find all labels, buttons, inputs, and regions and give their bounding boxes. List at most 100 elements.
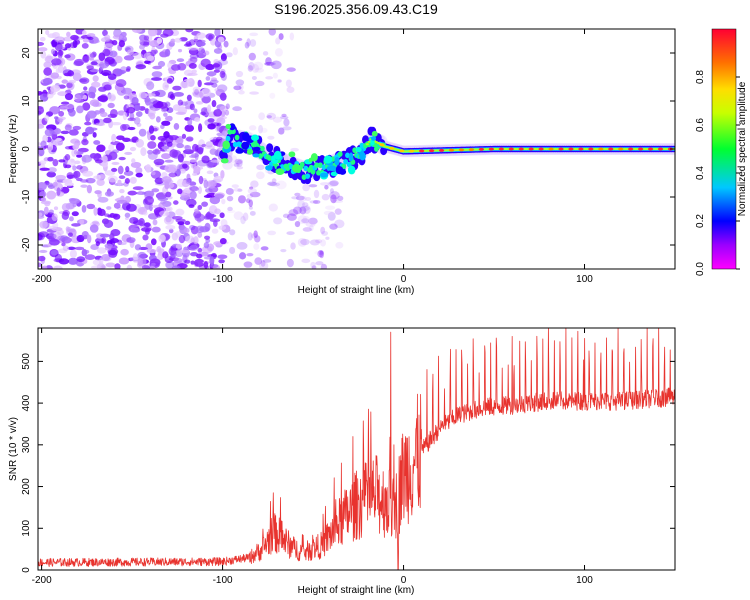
spectrogram-noise-blob [279, 115, 289, 120]
spectrogram-noise-blob [162, 81, 169, 91]
spectrogram-noise-blob [155, 116, 161, 123]
chart-title: S196.2025.356.09.43.C19 [274, 1, 438, 17]
spectrogram-noise-blob [70, 34, 79, 41]
spectrogram-y-tick-label: 0 [21, 146, 32, 152]
spectrogram-noise-blob [39, 221, 48, 229]
spectrogram-noise-blob [85, 177, 96, 184]
spectrogram-noise-blob [237, 188, 243, 192]
spectrogram-signal-clump [250, 134, 260, 142]
spectrogram-noise-blob [249, 32, 259, 37]
spectrogram-noise-blob [38, 249, 48, 253]
spectrogram-noise-blob [324, 184, 329, 190]
spectrogram-noise-blob [106, 206, 112, 210]
spectrogram-signal-clump [273, 150, 282, 160]
spectrogram-signal-inner [365, 143, 369, 146]
spectrogram-noise-blob [323, 210, 335, 216]
spectrogram-noise-blob [219, 116, 228, 120]
spectrogram-noise-blob [265, 76, 274, 80]
spectrogram-noise-blob [52, 158, 59, 167]
spectrogram-noise-blob [185, 41, 192, 47]
spectrogram-noise-blob [67, 246, 76, 250]
spectrogram-noise-blob [230, 155, 238, 164]
spectrogram-noise-blob [110, 238, 119, 244]
spectrogram-noise-blob [310, 261, 316, 269]
spectrogram-noise-blob [259, 261, 269, 269]
spectrogram-noise-blob [282, 126, 292, 131]
spectrogram-noise-blob [44, 128, 55, 137]
spectrogram-noise-blob [225, 103, 230, 110]
spectrogram-noise-blob [297, 237, 307, 247]
spectrogram-noise-blob [115, 79, 127, 88]
spectrogram-noise-blob [143, 35, 150, 41]
spectrogram-noise-blob [173, 123, 180, 130]
colorbar-tick-label: 0.2 [695, 214, 706, 228]
spectrogram-noise-blob [176, 58, 185, 63]
spectrogram-noise-blob [192, 143, 199, 152]
spectrogram-noise-blob [88, 127, 98, 131]
spectrogram-noise-blob [115, 69, 126, 75]
spectrogram-noise-blob [246, 193, 254, 199]
spectrogram-noise-blob [159, 210, 170, 217]
spectrogram-noise-blob [126, 49, 134, 56]
spectrogram-noise-blob [204, 235, 211, 240]
spectrogram-noise-blob [209, 148, 217, 155]
spectrogram-noise-blob [281, 113, 287, 118]
snr-x-tick-label: 100 [576, 575, 593, 586]
spectrogram-noise-blob [126, 106, 136, 114]
spectrogram-noise-blob [175, 208, 185, 216]
spectrogram-noise-blob [272, 116, 283, 123]
spectrogram-signal-peak [498, 147, 504, 151]
spectrogram-noise-blob [217, 36, 225, 43]
spectrogram-noise-blob [99, 94, 108, 103]
spectrogram-noise-blob [81, 205, 87, 213]
spectrogram-signal-clump [288, 151, 296, 158]
spectrogram-noise-blob [195, 101, 204, 105]
spectrogram-noise-blob [249, 210, 256, 216]
spectrogram-noise-blob [270, 60, 282, 70]
spectrogram-noise-blob [187, 117, 193, 127]
spectrogram-noise-blob [44, 201, 51, 207]
spectrogram-noise-blob [65, 164, 72, 169]
spectrogram-noise-blob [219, 70, 226, 79]
spectrogram-noise-blob [133, 104, 141, 111]
spectrogram-noise-blob [47, 147, 53, 151]
spectrogram-signal-peak [558, 147, 564, 151]
spectrogram-noise-blob [69, 249, 77, 259]
spectrogram-noise-blob [152, 219, 158, 226]
spectrogram-noise-blob [242, 212, 249, 222]
spectrogram-noise-blob [54, 253, 63, 263]
spectrogram-noise-blob [178, 234, 186, 244]
spectrogram-signal-clump [348, 152, 354, 162]
spectrogram-noise-blob [76, 165, 83, 170]
spectrogram-noise-blob [88, 57, 95, 61]
spectrogram-noise-blob [248, 199, 253, 208]
spectrogram-noise-blob [314, 251, 321, 255]
spectrogram-noise-blob [288, 209, 299, 217]
spectrogram-noise-blob [302, 202, 309, 208]
spectrogram-noise-blob [299, 206, 310, 211]
spectrogram-noise-blob [239, 83, 244, 91]
snr-y-tick-label: 0 [21, 567, 32, 573]
spectrogram-noise-blob [204, 213, 214, 220]
spectrogram-noise-blob [184, 259, 191, 264]
spectrogram-noise-blob [320, 239, 327, 247]
spectrogram-noise-blob [82, 38, 89, 43]
spectrogram-noise-blob [183, 78, 193, 83]
spectrogram-noise-blob [213, 69, 221, 73]
spectrogram-noise-blob [239, 252, 247, 260]
spectrogram-noise-blob [86, 184, 93, 194]
spectrogram-signal-clump [371, 130, 378, 137]
spectrogram-noise-blob [126, 237, 136, 244]
spectrogram-noise-blob [286, 231, 295, 236]
snr-series-line [38, 328, 675, 570]
spectrogram-noise-blob [317, 250, 324, 258]
spectrogram-signal-clump [242, 132, 250, 142]
spectrogram-noise-blob [48, 209, 54, 215]
spectrogram-noise-blob [138, 44, 145, 50]
spectrogram-noise-blob [175, 243, 182, 249]
spectrogram-noise-blob [108, 249, 118, 258]
spectrogram-noise-blob [244, 41, 250, 49]
spectrogram-noise-blob [76, 154, 83, 158]
spectrogram-noise-blob [163, 112, 168, 117]
spectrogram-x-axis-label: Height of straight line (km) [298, 285, 415, 296]
